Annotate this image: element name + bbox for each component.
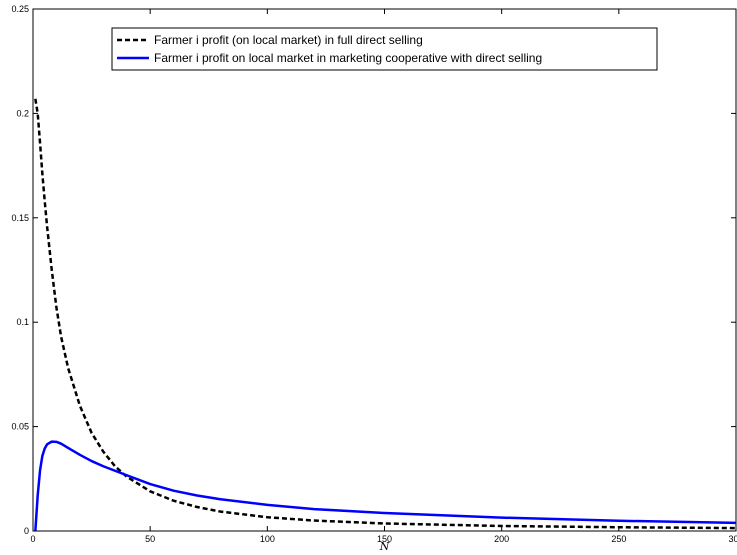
x-tick-label: 300 xyxy=(728,534,737,544)
y-tick-label: 0.15 xyxy=(11,213,29,223)
legend-box xyxy=(111,27,658,71)
x-tick-label: 100 xyxy=(260,534,275,544)
y-tick-label: 0.1 xyxy=(16,317,29,327)
y-tick-label: 0 xyxy=(24,526,29,536)
plot-box xyxy=(32,8,737,532)
y-tick-label: 0.25 xyxy=(11,4,29,14)
legend-label-2: Farmer i profit on local market in marke… xyxy=(154,51,542,65)
series-layer xyxy=(34,98,737,532)
x-tick-label: 250 xyxy=(611,534,626,544)
axis-ticks: 0 50 100 150 200 250 300 0 0.05 0.1 0.15 0.2 0.25 xyxy=(11,4,737,544)
x-tick-label: 150 xyxy=(377,534,392,544)
x-tick-label: 50 xyxy=(145,534,155,544)
plot-area xyxy=(32,8,737,532)
legend: Farmer i profit (on local market) in ful… xyxy=(111,27,658,71)
x-axis-label: N xyxy=(379,540,390,553)
x-tick-label: 0 xyxy=(30,534,35,544)
y-tick-label: 0.2 xyxy=(16,108,29,118)
y-tick-label: 0.05 xyxy=(11,422,29,432)
series-1-line xyxy=(34,98,737,530)
series-2-line xyxy=(34,440,737,532)
legend-label-1: Farmer i profit (on local market) in ful… xyxy=(154,33,423,47)
x-tick-label: 200 xyxy=(494,534,509,544)
